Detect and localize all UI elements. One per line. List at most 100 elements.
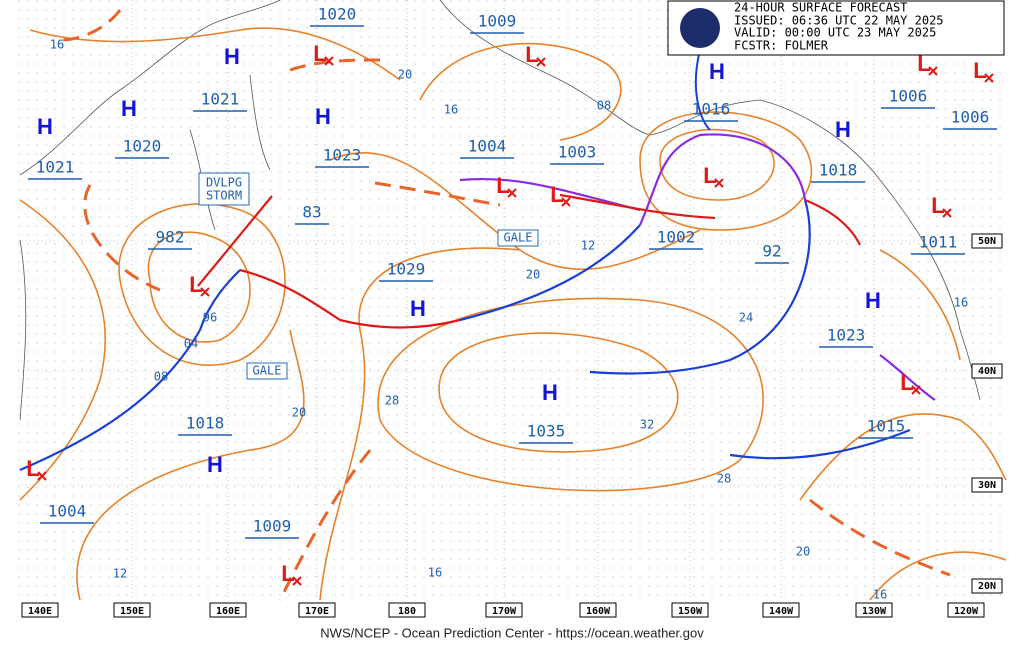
longitude-label: 130W	[862, 606, 887, 617]
box-label: STORM	[206, 189, 242, 203]
isobar-label: 28	[385, 394, 399, 408]
longitude-box	[21, 602, 59, 618]
low-center	[942, 208, 952, 218]
low-pressure: L	[550, 182, 563, 207]
pressure-label: 1004	[468, 137, 507, 156]
low-pressure: L	[281, 561, 294, 586]
low-pressure: L	[26, 456, 39, 481]
pressure-label: 1015	[867, 417, 906, 436]
high-pressure: H	[315, 104, 331, 129]
gale-box	[246, 362, 288, 380]
isobar-label: 24	[739, 311, 753, 325]
isobar-label: 08	[154, 370, 168, 384]
gale-box	[497, 229, 539, 247]
isobar-label: 20	[398, 68, 412, 82]
high-pressure: H	[865, 288, 881, 313]
low-center	[911, 385, 921, 395]
longitude-box	[762, 602, 800, 618]
isobar-label: 08	[597, 99, 611, 113]
isobar-label: 20	[526, 268, 540, 282]
isobar-label: 32	[640, 418, 654, 432]
low-center	[507, 188, 517, 198]
low-pressure: L	[189, 272, 202, 297]
header-line: 24-HOUR SURFACE FORECAST	[734, 1, 907, 15]
pressure-label: 1029	[387, 260, 426, 279]
isobar-label: 16	[50, 38, 64, 52]
latitude-label: 40N	[978, 366, 996, 377]
isobar-label: 12	[113, 567, 127, 581]
footer: NWS/NCEP - Ocean Prediction Center - htt…	[320, 625, 704, 640]
latitude-label: 50N	[978, 236, 996, 247]
longitude-label: 170W	[492, 606, 517, 617]
longitude-box	[113, 602, 151, 618]
low-center	[200, 287, 210, 297]
high-pressure: H	[709, 59, 725, 84]
longitude-label: 160E	[216, 606, 240, 617]
low-pressure: L	[900, 370, 913, 395]
latitude-box	[971, 477, 1003, 493]
pressure-label: 1009	[478, 12, 517, 31]
longitude-label: 170E	[305, 606, 329, 617]
pressure-label: 1023	[323, 146, 362, 165]
longitude-box	[579, 602, 617, 618]
isobar-label: 12	[581, 239, 595, 253]
low-pressure: L	[917, 51, 930, 76]
longitude-box	[671, 602, 709, 618]
longitude-box	[947, 602, 985, 618]
high-pressure: H	[207, 452, 223, 477]
box-label: DVLPG	[206, 176, 242, 190]
graticule	[18, 0, 1006, 600]
isobar-label: 04	[184, 337, 198, 351]
pressure-label: 1006	[889, 87, 928, 106]
low-center	[714, 178, 724, 188]
pressure-label: 1006	[951, 108, 990, 127]
isobar-label: 28	[717, 472, 731, 486]
pressure-label: 1035	[527, 422, 566, 441]
low-pressure: L	[931, 193, 944, 218]
pressure-label: 1023	[827, 326, 866, 345]
longitude-label: 150E	[120, 606, 144, 617]
pressure-label: 1020	[318, 5, 357, 24]
pressure-label: 1020	[123, 137, 162, 156]
low-center	[561, 197, 571, 207]
high-pressure: H	[410, 296, 426, 321]
isobar-label: 16	[954, 296, 968, 310]
low-center	[324, 56, 334, 66]
low-center	[37, 471, 47, 481]
pressure-label: 1002	[657, 228, 696, 247]
pressure-label: 1016	[692, 100, 731, 119]
pressure-label: 92	[762, 242, 781, 261]
isobar-label: 16	[428, 566, 442, 580]
pressure-label: 83	[302, 203, 321, 222]
ridges	[59, 9, 951, 601]
pressure-label: 1003	[558, 143, 597, 162]
latitude-box	[971, 578, 1003, 594]
high-pressure: H	[835, 117, 851, 142]
isobar-label: 16	[444, 103, 458, 117]
box-label: GALE	[253, 364, 282, 378]
header-line: FCSTR: FOLMER	[734, 39, 829, 53]
longitude-label: 120W	[954, 606, 979, 617]
low-pressure: L	[973, 58, 986, 83]
header-line: ISSUED: 06:36 UTC 22 MAY 2025	[734, 14, 944, 28]
header-box	[667, 0, 1005, 56]
latitude-box	[971, 233, 1003, 249]
low-pressure: L	[496, 173, 509, 198]
isobar-label: 16	[873, 588, 887, 602]
low-center	[928, 66, 938, 76]
pressure-label: 982	[156, 228, 185, 247]
low-center	[536, 57, 546, 67]
longitude-label: 140E	[28, 606, 52, 617]
header-line: VALID: 00:00 UTC 23 MAY 2025	[734, 26, 936, 40]
coastlines	[19, 0, 981, 421]
latitude-box	[971, 363, 1003, 379]
pressure-label: 1018	[819, 161, 858, 180]
high-pressure: H	[224, 44, 240, 69]
isobar-label: 20	[796, 545, 810, 559]
low-pressure: L	[703, 163, 716, 188]
low-center	[984, 73, 994, 83]
low-center	[292, 576, 302, 586]
high-pressure: H	[542, 380, 558, 405]
longitude-label: 180	[398, 606, 416, 617]
